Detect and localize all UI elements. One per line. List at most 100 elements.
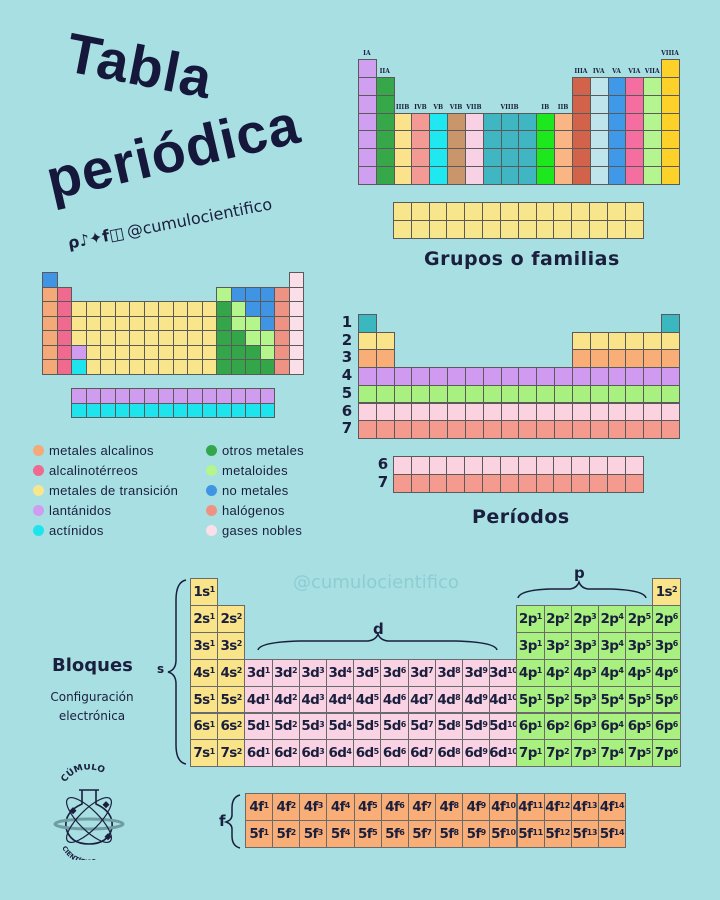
electron-count: 7 <box>427 666 434 676</box>
orbital-cell: 2s 1 <box>190 604 219 633</box>
orbital-cell: 4f 4 <box>326 793 355 821</box>
orbital-cell: 5f 14 <box>597 820 627 848</box>
electron-count: 7 <box>427 719 434 729</box>
orbital-cell: 4p 4 <box>598 658 627 687</box>
electron-count: 5 <box>372 800 378 810</box>
orbital-cell: 2s 2 <box>217 604 246 633</box>
electron-count: 1 <box>536 639 543 649</box>
d-label: d <box>373 620 384 638</box>
orbital-label: 4s <box>193 664 210 681</box>
orbital-cell: 5p 3 <box>570 685 599 714</box>
orbital-cell: 6d 6 <box>380 739 409 768</box>
electron-count: 4 <box>618 746 624 756</box>
electron-count: 6 <box>672 612 679 622</box>
electron-count: 14 <box>613 800 625 810</box>
orbital-cell: 5d 2 <box>271 712 300 741</box>
electron-count: 5 <box>372 827 378 837</box>
p-label: p <box>574 564 585 582</box>
orbital-label: 5p <box>600 691 619 708</box>
orbital-label: 3d <box>464 664 483 681</box>
classification-cell <box>288 359 304 375</box>
orbital-cell: 5f 8 <box>435 820 464 848</box>
orbital-cell: 2p 1 <box>516 604 545 633</box>
electron-count: 5 <box>373 746 380 756</box>
electron-count: 6 <box>672 693 679 703</box>
legend-label: alcalinotérreos <box>49 463 139 478</box>
orbital-label: 4d <box>464 691 483 708</box>
electron-count: 2 <box>290 800 297 810</box>
electron-count: 10 <box>506 693 518 703</box>
orbital-label: 5d <box>489 718 507 735</box>
orbital-cell: 4d 3 <box>298 685 327 714</box>
classification-f-cell <box>259 402 275 418</box>
orbital-label: 4f <box>545 799 560 815</box>
orbital-label: 4f <box>303 799 319 815</box>
orbital-label: 6d <box>328 745 347 762</box>
orbital-cell: 2p 4 <box>598 604 627 633</box>
electron-count: 6 <box>672 719 679 729</box>
electron-count: 1 <box>536 746 543 756</box>
orbital-label: 6d <box>355 745 374 762</box>
orbital-label: 6s <box>220 718 238 735</box>
orbital-label: 4d <box>301 691 320 708</box>
orbital-label: 4f <box>518 799 533 815</box>
electron-count: 2 <box>291 666 298 676</box>
orbital-cell: 6p 1 <box>516 712 545 741</box>
electron-count: 5 <box>645 693 652 703</box>
cumulo-logo: CÚMULO CIENTÍFICO <box>53 764 125 860</box>
orbital-cell: 5s 1 <box>190 685 219 714</box>
orbital-label: 4d <box>246 691 265 708</box>
orbital-cell: 6p 3 <box>570 712 599 741</box>
orbital-label: 3d <box>355 664 374 681</box>
orbital-cell: 3p 2 <box>543 631 572 660</box>
orbital-label: 1s <box>193 583 210 600</box>
orbital-label: 5d <box>355 718 374 735</box>
orbital-cell: 6d 7 <box>407 739 436 768</box>
orbital-label: 3d <box>410 664 428 681</box>
legend-swatch <box>206 525 217 536</box>
orbital-label: 2p <box>518 610 537 627</box>
electron-count: 4 <box>618 666 624 676</box>
orbital-cell: 6s 1 <box>190 712 219 741</box>
orbital-label: 6d <box>437 745 456 762</box>
group-label: VIIB <box>466 103 482 111</box>
legend-item: metales alcalinos <box>33 443 154 458</box>
orbital-cell: 3d 1 <box>244 658 273 687</box>
orbital-label: 4p <box>573 664 592 681</box>
orbital-label: 3d <box>274 664 292 681</box>
orbital-label: 5f <box>385 826 400 842</box>
electron-count: 8 <box>453 800 460 810</box>
orbital-label: 5f <box>303 826 319 842</box>
electron-count: 3 <box>591 612 597 622</box>
orbital-cell: 7p 2 <box>543 739 572 768</box>
orbital-cell: 5f 9 <box>462 820 491 848</box>
group-label: IVA <box>592 67 605 75</box>
orbital-cell: 4f 6 <box>380 793 409 821</box>
electron-count: 9 <box>482 719 488 729</box>
orbital-cell: 6d 3 <box>298 739 327 768</box>
orbital-cell: 4d 4 <box>326 685 355 714</box>
orbital-cell: 6d 8 <box>434 739 463 768</box>
orbital-label: 6d <box>464 745 483 762</box>
orbital-label: 4f <box>491 799 506 815</box>
orbital-label: 5f <box>518 826 533 842</box>
electron-count: 10 <box>505 827 516 837</box>
electron-count: 3 <box>591 693 597 703</box>
legend-label: metaloides <box>222 463 288 478</box>
orbital-label: 2p <box>627 610 646 627</box>
orbital-cell: 6p 6 <box>652 712 681 741</box>
orbital-cell: 3p 6 <box>652 631 681 660</box>
electron-count: 2 <box>236 639 243 649</box>
electron-count: 5 <box>645 612 652 622</box>
orbital-label: 4f <box>357 799 373 815</box>
orbital-cell: 5d 9 <box>462 712 491 741</box>
legend-label: halógenos <box>222 503 285 518</box>
electron-count: 14 <box>613 827 625 837</box>
orbital-cell: 3s 2 <box>217 631 246 660</box>
orbital-label: 5p <box>546 691 564 708</box>
p-brace <box>517 579 647 599</box>
electron-count: 1 <box>536 719 543 729</box>
electron-count: 4 <box>618 639 624 649</box>
s-brace <box>167 579 187 765</box>
